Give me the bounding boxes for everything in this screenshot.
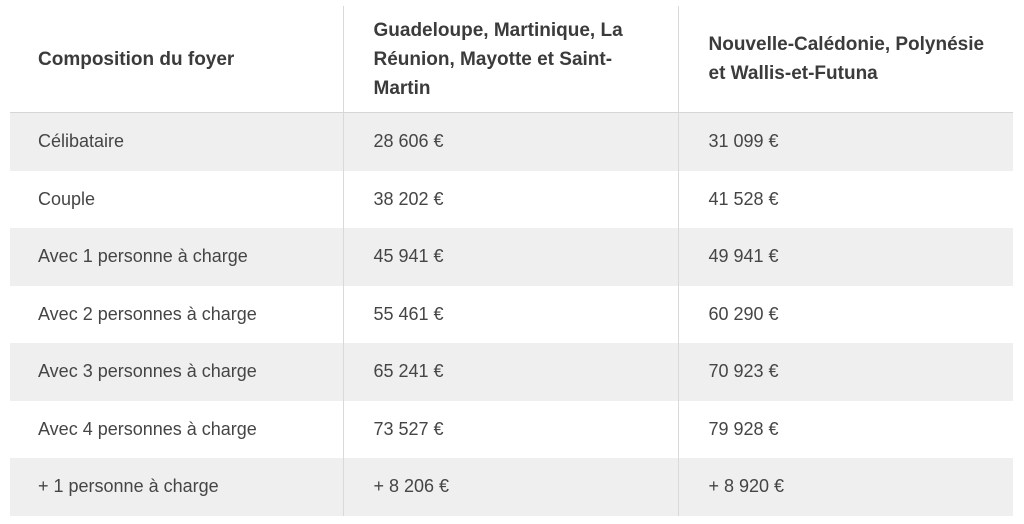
table-row: Avec 4 personnes à charge 73 527 € 79 92… — [10, 400, 1013, 458]
household-cell: Célibataire — [10, 112, 343, 171]
table-row: + 1 personne à charge + 8 206 € + 8 920 … — [10, 458, 1013, 516]
table-row: Couple 38 202 € 41 528 € — [10, 170, 1013, 228]
amount-cell: 31 099 € — [677, 112, 1013, 171]
household-cell: Couple — [10, 170, 343, 228]
header-household-composition: Composition du foyer — [10, 6, 343, 113]
household-cell: Avec 2 personnes à charge — [10, 285, 343, 343]
amount-cell: 55 461 € — [342, 285, 678, 343]
amount-cell: 41 528 € — [677, 170, 1013, 228]
table-body: Célibataire 28 606 € 31 099 € Couple 38 … — [10, 112, 1013, 516]
header-antilles-reunion-mayotte: Guadeloupe, Martinique, La Réunion, Mayo… — [342, 6, 678, 113]
amount-cell: 65 241 € — [342, 343, 678, 401]
header-row: Composition du foyer Guadeloupe, Martini… — [10, 6, 1013, 113]
amount-cell: 79 928 € — [677, 400, 1013, 458]
amount-cell: + 8 920 € — [677, 458, 1013, 516]
household-cell: Avec 4 personnes à charge — [10, 400, 343, 458]
amount-cell: 28 606 € — [342, 112, 678, 171]
income-ceiling-table: Composition du foyer Guadeloupe, Martini… — [10, 6, 1013, 516]
amount-cell: 73 527 € — [342, 400, 678, 458]
amount-cell: 38 202 € — [342, 170, 678, 228]
amount-cell: 45 941 € — [342, 228, 678, 286]
income-ceiling-table-container: Composition du foyer Guadeloupe, Martini… — [10, 6, 1013, 516]
amount-cell: + 8 206 € — [342, 458, 678, 516]
household-cell: + 1 personne à charge — [10, 458, 343, 516]
table-row: Avec 2 personnes à charge 55 461 € 60 29… — [10, 285, 1013, 343]
table-header: Composition du foyer Guadeloupe, Martini… — [10, 6, 1013, 113]
table-row: Avec 3 personnes à charge 65 241 € 70 92… — [10, 343, 1013, 401]
household-cell: Avec 1 personne à charge — [10, 228, 343, 286]
amount-cell: 49 941 € — [677, 228, 1013, 286]
table-row: Avec 1 personne à charge 45 941 € 49 941… — [10, 228, 1013, 286]
table-row: Célibataire 28 606 € 31 099 € — [10, 112, 1013, 171]
header-pacific-territories: Nouvelle-Calédonie, Polynésie et Wallis-… — [677, 6, 1013, 113]
household-cell: Avec 3 personnes à charge — [10, 343, 343, 401]
amount-cell: 60 290 € — [677, 285, 1013, 343]
amount-cell: 70 923 € — [677, 343, 1013, 401]
